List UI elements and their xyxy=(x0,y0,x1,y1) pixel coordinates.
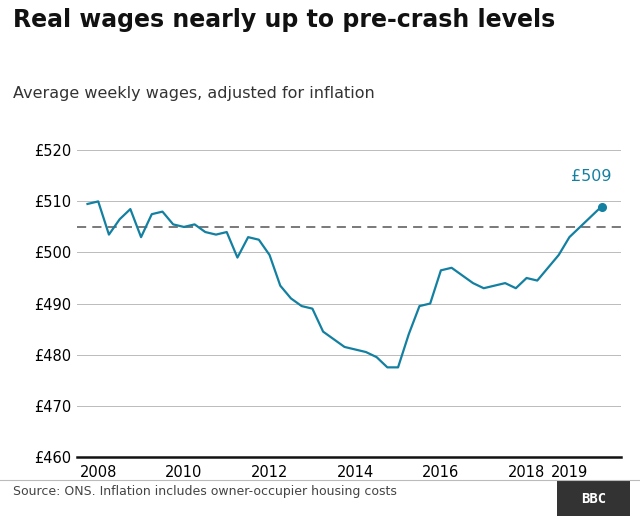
Text: £509: £509 xyxy=(571,169,611,184)
Text: BBC: BBC xyxy=(581,492,606,506)
Text: Real wages nearly up to pre-crash levels: Real wages nearly up to pre-crash levels xyxy=(13,8,555,32)
Text: Average weekly wages, adjusted for inflation: Average weekly wages, adjusted for infla… xyxy=(13,86,374,101)
Text: Source: ONS. Inflation includes owner-occupier housing costs: Source: ONS. Inflation includes owner-oc… xyxy=(13,485,397,498)
